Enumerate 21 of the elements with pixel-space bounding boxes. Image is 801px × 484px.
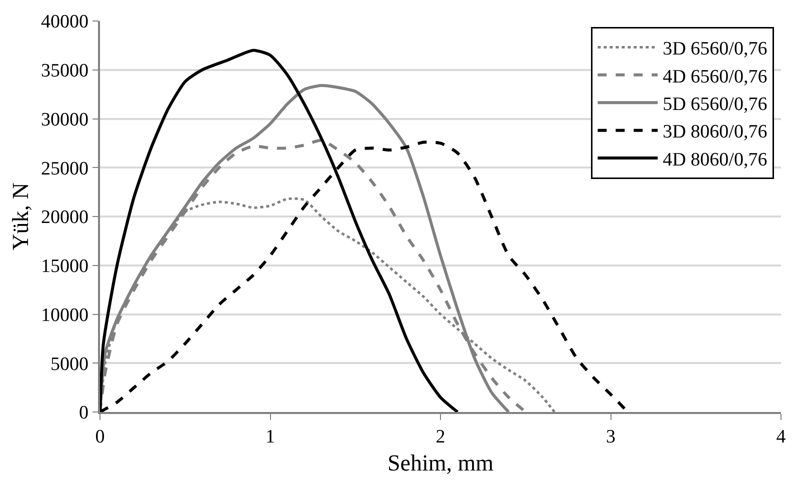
legend-label: 5D 6560/0,76 <box>662 94 768 116</box>
legend-label: 3D 8060/0,76 <box>662 122 768 143</box>
y-tick-label: 30000 <box>40 109 88 130</box>
x-axis-title: Sehim, mm <box>387 450 494 476</box>
legend-label: 4D 8060/0,76 <box>662 149 768 170</box>
x-tick-label: 0 <box>95 426 105 448</box>
y-tick-label: 0 <box>78 402 88 424</box>
y-tick-label: 15000 <box>40 256 88 278</box>
y-tick-label: 25000 <box>40 158 88 180</box>
y-tick-label: 35000 <box>40 60 88 82</box>
legend-label: 4D 6560/0,76 <box>662 66 768 88</box>
x-tick-label: 3 <box>606 426 616 448</box>
y-tick-label: 20000 <box>40 207 88 228</box>
x-tick-label: 1 <box>266 426 275 448</box>
x-tick-label: 2 <box>436 426 446 448</box>
legend-label: 3D 6560/0,76 <box>662 38 768 60</box>
y-tick-label: 5000 <box>50 354 88 375</box>
y-tick-label: 10000 <box>40 304 88 326</box>
y-tick-label: 40000 <box>40 12 88 33</box>
y-axis-title: Yük, N <box>8 182 33 250</box>
x-tick-label: 4 <box>776 426 786 448</box>
